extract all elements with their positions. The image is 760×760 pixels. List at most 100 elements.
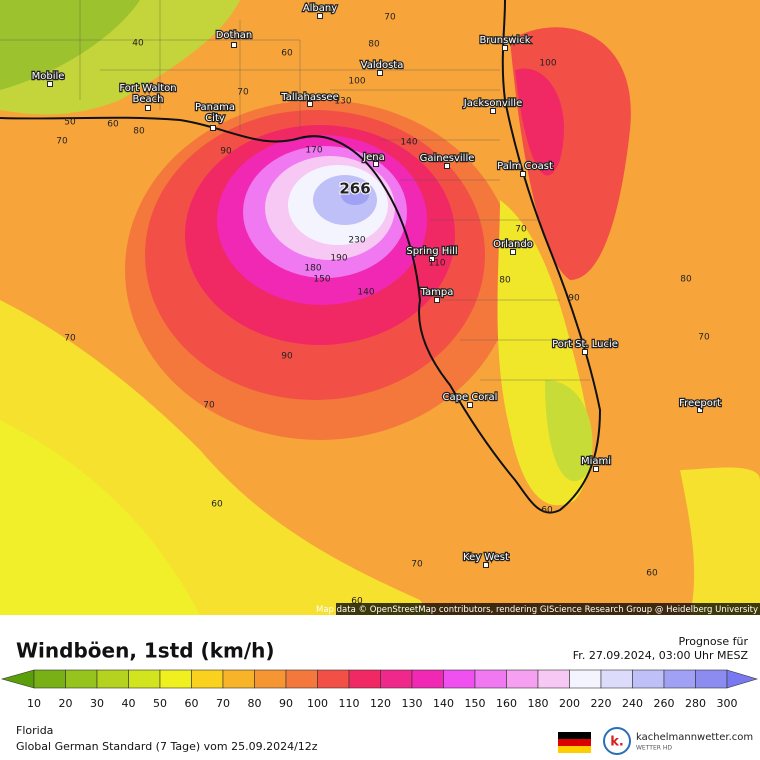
scale-label: 220 bbox=[591, 697, 612, 710]
model-run: Global German Standard (7 Tage) vom 25.0… bbox=[16, 740, 318, 753]
contour-label: 80 bbox=[368, 40, 380, 50]
contour-label: 60 bbox=[211, 500, 223, 510]
scale-arrow-left bbox=[0, 669, 35, 689]
contour-label: 140 bbox=[400, 138, 417, 148]
city-label: Key West bbox=[463, 552, 509, 563]
contour-label: 70 bbox=[203, 401, 215, 411]
scale-swatch bbox=[65, 669, 98, 689]
contour-label: 90 bbox=[220, 147, 232, 157]
contour-label: 70 bbox=[698, 333, 710, 343]
scale-label: 110 bbox=[339, 697, 360, 710]
scale-label: 90 bbox=[279, 697, 293, 710]
city-label: Freeport bbox=[679, 398, 721, 409]
scale-label: 20 bbox=[59, 697, 73, 710]
city-marker bbox=[520, 171, 526, 177]
scale-label: 30 bbox=[90, 697, 104, 710]
scale-swatch bbox=[506, 669, 539, 689]
scale-label: 120 bbox=[370, 697, 391, 710]
scale-swatch bbox=[285, 669, 318, 689]
contour-label: 60 bbox=[281, 49, 293, 59]
site-tagline: WETTER HD bbox=[636, 745, 672, 752]
contour-label: 140 bbox=[357, 288, 374, 298]
city-marker bbox=[510, 249, 516, 255]
scale-swatch bbox=[222, 669, 255, 689]
scale-swatch bbox=[96, 669, 129, 689]
region: Florida bbox=[16, 724, 53, 737]
scale-label: 180 bbox=[528, 697, 549, 710]
contour-label: 190 bbox=[330, 254, 347, 264]
contour-label: 70 bbox=[64, 334, 76, 344]
contour-label: 90 bbox=[281, 352, 293, 362]
field-yellow-east bbox=[680, 467, 760, 615]
scale-swatch bbox=[537, 669, 570, 689]
city-label: Miami bbox=[581, 456, 611, 467]
city-label: Panama City bbox=[195, 102, 235, 124]
field-core bbox=[341, 185, 369, 205]
scale-label: 200 bbox=[559, 697, 580, 710]
city-marker bbox=[467, 402, 473, 408]
city-label: Tampa bbox=[420, 287, 454, 298]
city-label: Gainesville bbox=[420, 153, 475, 164]
city-marker bbox=[593, 466, 599, 472]
scale-label: 140 bbox=[433, 697, 454, 710]
scale-swatch bbox=[411, 669, 444, 689]
city-label: Orlando bbox=[493, 239, 533, 250]
contour-label: 150 bbox=[313, 275, 330, 285]
scale-swatch bbox=[600, 669, 633, 689]
city-layer: Albany Dothan Mobile Fort Walton Beach Panama… bbox=[30, 2, 722, 568]
coastline bbox=[0, 0, 602, 514]
max-value: 266 bbox=[339, 180, 370, 198]
city-label: Tallahassee bbox=[280, 92, 338, 103]
city-marker bbox=[145, 105, 151, 111]
contour-label: 60 bbox=[541, 506, 553, 516]
city-marker bbox=[483, 562, 489, 568]
forecast-label: Prognose für bbox=[679, 635, 749, 648]
scale-swatch bbox=[380, 669, 413, 689]
city-marker bbox=[429, 256, 435, 262]
city-marker bbox=[444, 163, 450, 169]
city-marker bbox=[231, 42, 237, 48]
color-scale: 10 20 30 40 50 60 70 80 90 100 110 120 130 140 150 160 1… bbox=[0, 669, 759, 710]
scale-swatch bbox=[348, 669, 381, 689]
contour-label: 60 bbox=[107, 120, 119, 130]
city-label: Dothan bbox=[216, 30, 253, 41]
field-peninsula-green bbox=[545, 380, 593, 482]
scale-swatch bbox=[443, 669, 476, 689]
city-marker bbox=[373, 161, 379, 167]
contour-label: 80 bbox=[680, 275, 692, 285]
city-marker bbox=[502, 45, 508, 51]
contour-label: 90 bbox=[568, 294, 580, 304]
scale-label: 150 bbox=[465, 697, 486, 710]
city-label: Mobile bbox=[32, 71, 65, 82]
scale-label: 60 bbox=[185, 697, 199, 710]
city-marker bbox=[490, 108, 496, 114]
city-marker bbox=[307, 101, 313, 107]
contour-label: 40 bbox=[132, 39, 144, 49]
scale-swatch bbox=[33, 669, 66, 689]
contour-label: 100 bbox=[539, 59, 556, 69]
city-marker bbox=[317, 13, 323, 19]
attribution-bg bbox=[336, 603, 760, 615]
contour-label: 80 bbox=[133, 127, 145, 137]
city-label: Palm Coast bbox=[497, 161, 553, 172]
attribution: Map data © OpenStreetMap contributors, r… bbox=[316, 605, 758, 615]
field-yellow-light bbox=[0, 420, 200, 615]
scale-arrow-right bbox=[726, 669, 759, 689]
scale-label: 100 bbox=[307, 697, 328, 710]
city-label: Fort Walton Beach bbox=[119, 83, 176, 105]
contour-label: 110 bbox=[428, 259, 445, 269]
scale-swatch bbox=[632, 669, 665, 689]
scale-label: 40 bbox=[122, 697, 136, 710]
site-name[interactable]: kachelmannwetter.com bbox=[636, 732, 753, 743]
city-marker bbox=[582, 349, 588, 355]
city-label: Port St. Lucie bbox=[552, 339, 618, 350]
contour-label: 230 bbox=[348, 236, 365, 246]
scale-label: 300 bbox=[717, 697, 738, 710]
field-pink-east bbox=[515, 68, 564, 176]
city-label: Albany bbox=[303, 3, 337, 14]
scale-label: 280 bbox=[685, 697, 706, 710]
logo-circle bbox=[603, 727, 631, 755]
contour-label: 60 bbox=[646, 569, 658, 579]
scale-label: 70 bbox=[216, 697, 230, 710]
